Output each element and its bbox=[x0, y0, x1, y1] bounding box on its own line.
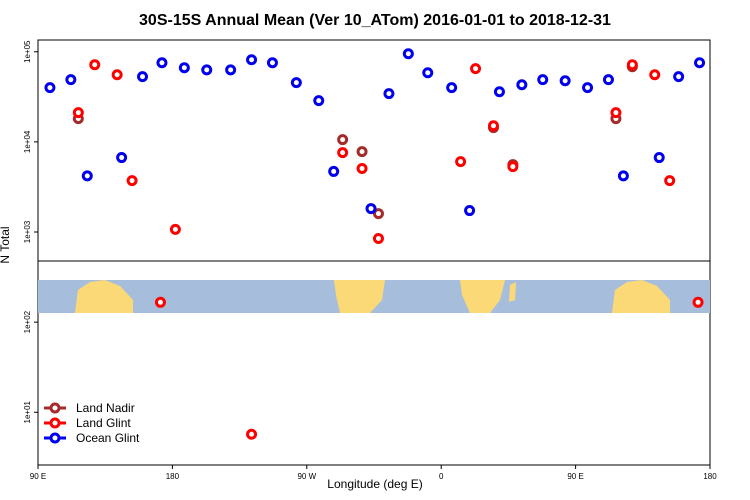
point bbox=[422, 67, 434, 79]
point bbox=[201, 64, 213, 76]
point bbox=[446, 82, 458, 94]
point bbox=[290, 77, 302, 89]
point bbox=[372, 233, 384, 245]
point bbox=[337, 134, 349, 146]
point bbox=[266, 57, 278, 69]
point bbox=[356, 146, 368, 158]
point bbox=[649, 69, 661, 81]
point bbox=[694, 57, 706, 69]
point bbox=[154, 296, 166, 308]
point bbox=[156, 57, 168, 69]
point bbox=[137, 71, 149, 83]
point bbox=[44, 82, 56, 94]
point bbox=[626, 59, 638, 71]
y-axis-label: N Total bbox=[0, 226, 12, 263]
point bbox=[328, 165, 340, 177]
y-tick-label: 1e+05 bbox=[23, 40, 32, 63]
point bbox=[402, 48, 414, 60]
y-tick-label: 1e+03 bbox=[23, 220, 32, 243]
point bbox=[72, 107, 84, 119]
x-axis-label: Longitude (deg E) bbox=[327, 477, 422, 491]
point bbox=[126, 175, 138, 187]
point bbox=[602, 74, 614, 86]
y-tick-label: 1e+01 bbox=[23, 400, 32, 423]
point bbox=[81, 170, 93, 182]
map-band bbox=[38, 280, 710, 313]
point bbox=[365, 203, 377, 215]
legend-label: Ocean Glint bbox=[76, 431, 140, 445]
y-tick-label: 1e+02 bbox=[23, 310, 32, 333]
point bbox=[692, 296, 704, 308]
plot-frame bbox=[37, 39, 711, 466]
point bbox=[516, 79, 528, 91]
point bbox=[337, 147, 349, 159]
point bbox=[313, 95, 325, 107]
x-tick-label: 180 bbox=[703, 472, 717, 481]
x-tick-label: 90 W bbox=[297, 472, 316, 481]
legend-marker bbox=[49, 432, 61, 444]
point bbox=[246, 54, 258, 66]
point bbox=[169, 223, 181, 235]
point bbox=[111, 69, 123, 81]
point bbox=[653, 152, 665, 164]
point bbox=[617, 170, 629, 182]
point bbox=[89, 59, 101, 71]
legend-marker bbox=[49, 402, 61, 414]
point bbox=[493, 86, 505, 98]
point bbox=[65, 74, 77, 86]
point bbox=[246, 428, 258, 440]
x-tick-label: 90 E bbox=[567, 472, 583, 481]
y-tick-label: 1e+04 bbox=[23, 130, 32, 153]
point bbox=[383, 88, 395, 100]
point bbox=[470, 63, 482, 75]
point bbox=[537, 74, 549, 86]
point bbox=[559, 75, 571, 87]
point bbox=[372, 208, 384, 220]
x-tick-label: 0 bbox=[439, 472, 444, 481]
x-tick-label: 90 E bbox=[30, 472, 46, 481]
x-tick-label: 180 bbox=[166, 472, 180, 481]
point bbox=[507, 161, 519, 173]
chart-title: 30S-15S Annual Mean (Ver 10_ATom) 2016-0… bbox=[139, 12, 611, 29]
point bbox=[664, 175, 676, 187]
legend-label: Land Glint bbox=[76, 416, 131, 430]
point bbox=[464, 205, 476, 217]
point bbox=[673, 71, 685, 83]
legend-label: Land Nadir bbox=[76, 401, 135, 415]
point bbox=[487, 120, 499, 132]
point bbox=[455, 156, 467, 168]
legend-marker bbox=[49, 417, 61, 429]
point bbox=[356, 163, 368, 175]
point bbox=[610, 107, 622, 119]
point bbox=[582, 82, 594, 94]
point bbox=[116, 152, 128, 164]
point bbox=[225, 64, 237, 76]
point bbox=[178, 62, 190, 74]
